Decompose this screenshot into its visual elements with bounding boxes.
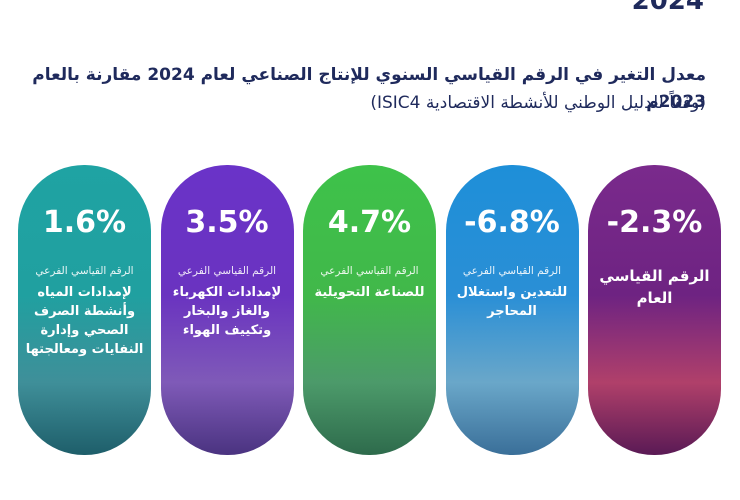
card-label: الرقم القياسي العام: [594, 265, 715, 309]
card-value: -2.3%: [606, 205, 703, 240]
year: 2024: [631, 0, 704, 16]
card-value: 1.6%: [42, 205, 127, 240]
card-label: للتعدين واستغلال المحاجر: [452, 283, 573, 321]
label-line: الصحي وإدارة: [40, 323, 129, 338]
card-subtitle: الرقم القياسي الفرعي: [35, 265, 134, 277]
card: 1.6% الرقم القياسي الفرعي لإمدادات المياه و…: [18, 165, 151, 455]
card: 4.7% الرقم القياسي الفرعي للصناعة التحويلي…: [303, 165, 436, 455]
card-subtitle: الرقم القياسي الفرعي: [320, 265, 419, 277]
card-label: للصناعة التحويلية: [309, 283, 430, 302]
label-line: لإمدادات المياه: [37, 285, 132, 300]
title: معدل التغير في الرقم القياسي السنوي للإن…: [32, 65, 706, 112]
card-label: لإمدادات المياه وأنشطة الصرف الصحي وإدارة ا…: [24, 283, 145, 359]
card: -2.3% الرقم القياسي العام: [588, 165, 721, 455]
label-line: الرقم القياسي: [599, 267, 710, 285]
label-line: لإمدادات الكهرباء: [172, 285, 282, 300]
label-line: النفايات ومعالجتها: [25, 342, 144, 357]
card-subtitle: الرقم القياسي الفرعي: [462, 265, 562, 277]
card: 3.5% الرقم القياسي الفرعي لإمدادات الكهربا…: [160, 165, 294, 455]
card: -6.8% الرقم القياسي الفرعي للتعدين واستغلا…: [445, 165, 579, 455]
card-value: 3.5%: [185, 205, 269, 240]
label-line: وتكييف الهواء: [182, 323, 272, 338]
label-line: للصناعة التحويلية: [314, 285, 425, 300]
subtitle: (وفقاً للدليل الوطني للأنشطة الاقتصادية …: [370, 93, 706, 113]
card-value: -6.8%: [464, 205, 560, 240]
card-subtitle: الرقم القياسي الفرعي: [177, 265, 277, 277]
label-line: والغاز والبخار: [183, 304, 271, 319]
label-line: وأنشطة الصرف: [33, 304, 136, 319]
label-line: العام: [636, 289, 673, 307]
label-line: للتعدين واستغلال: [456, 285, 568, 300]
card-label: لإمدادات الكهرباء والغاز والبخار وتكييف ال…: [167, 283, 288, 340]
label-line: المحاجر: [487, 304, 537, 319]
card-value: 4.7%: [327, 205, 412, 240]
